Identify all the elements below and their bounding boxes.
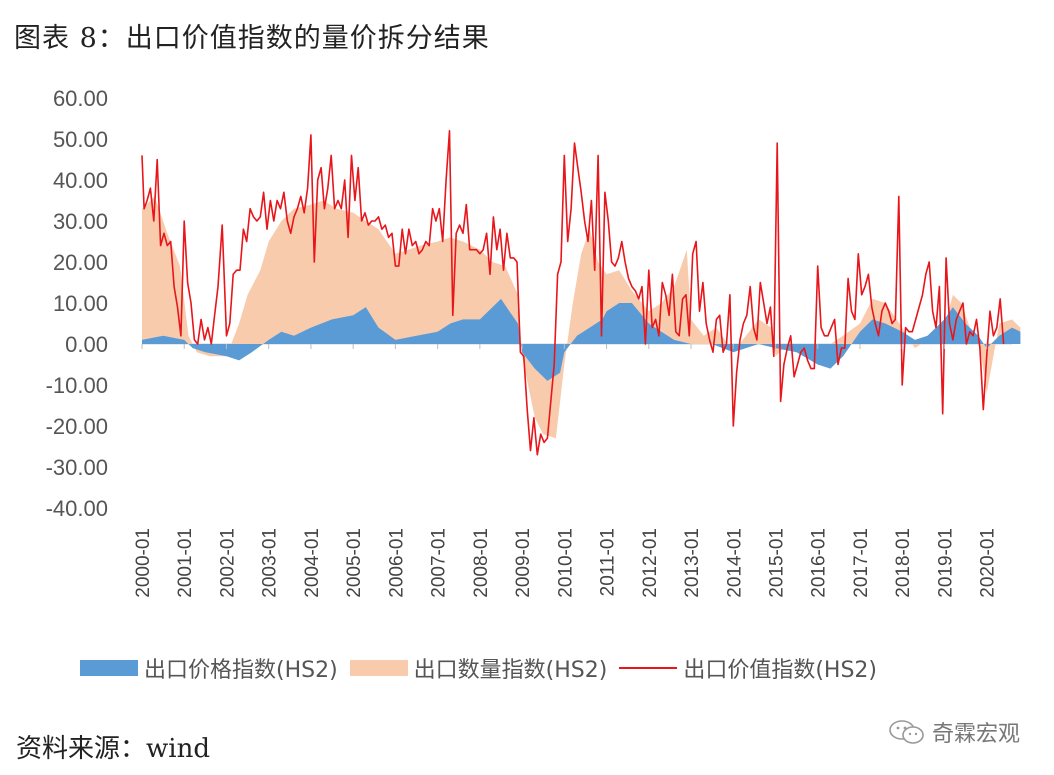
y-tick-label: -10.00 [46, 373, 108, 398]
x-tick-label: 2016-01 [809, 528, 830, 598]
x-tick-label: 2009-01 [513, 528, 534, 598]
series-quantity-area [142, 196, 1021, 439]
x-tick-label: 2017-01 [851, 528, 872, 598]
y-tick-label: 40.00 [53, 168, 108, 193]
x-tick-layer: 2000-01 2001-01 2002-01 2003-01 2004-01 2005-… [133, 344, 999, 598]
series-value-line [141, 130, 1005, 456]
watermark-text: 奇霖宏观 [931, 722, 1020, 747]
legend-swatch-price [80, 660, 138, 676]
quantity-area-layer [142, 196, 1021, 439]
value-line-layer [141, 130, 1005, 456]
legend-swatch-value [619, 667, 678, 669]
watermark: 奇霖宏观 [888, 716, 1020, 748]
y-tick-label: 30.00 [53, 209, 108, 234]
legend-label-value: 出口价值指数(HS2) [683, 658, 878, 683]
legend-item-quantity: 出口数量指数(HS2) [349, 652, 608, 684]
legend-swatch-quantity [349, 660, 408, 676]
y-tick-label: 0.00 [65, 332, 108, 357]
series-price-area [142, 298, 1021, 381]
x-tick-label: 2019-01 [935, 528, 956, 598]
x-tick-label: 2013-01 [682, 528, 703, 598]
y-tick-label: 10.00 [53, 291, 108, 316]
x-tick-label: 2002-01 [217, 528, 238, 598]
y-tick-layer: 60.00 50.00 40.00 30.00 20.00 10.00 0.00 -10.00… [46, 86, 108, 521]
page-title: 图表 8：出口价值指数的量价拆分结果 [14, 23, 490, 54]
x-tick-label: 2001-01 [175, 528, 196, 598]
x-tick-label: 2010-01 [555, 528, 576, 598]
y-tick-label: -20.00 [46, 414, 108, 439]
x-tick-label: 2018-01 [893, 528, 914, 598]
y-tick-label: 60.00 [53, 86, 108, 111]
x-tick-label: 2004-01 [302, 528, 323, 598]
x-tick-label: 2007-01 [429, 528, 450, 598]
x-tick-label: 2008-01 [471, 528, 492, 598]
y-tick-label: 20.00 [53, 250, 108, 275]
wechat-icon [889, 720, 924, 744]
legend-item-price: 出口价格指数(HS2) [80, 652, 338, 684]
legend-item-value: 出口价值指数(HS2) [619, 652, 877, 684]
x-tick-label: 2000-01 [133, 528, 154, 598]
x-tick-label: 2005-01 [344, 528, 365, 598]
y-tick-label: 50.00 [53, 127, 108, 152]
legend: 出口价格指数(HS2) 出口数量指数(HS2) 出口价值指数(HS2) [80, 652, 889, 684]
legend-label-price: 出口价格指数(HS2) [144, 658, 338, 683]
source-note: 资料来源：wind [16, 734, 210, 764]
x-tick-label: 2015-01 [766, 528, 787, 598]
x-tick-label: 2006-01 [386, 528, 407, 598]
y-tick-label: -30.00 [46, 455, 108, 480]
x-tick-label: 2011-01 [598, 528, 619, 596]
price-area-layer [142, 298, 1021, 381]
x-tick-label: 2020-01 [978, 528, 999, 598]
x-tick-label: 2014-01 [724, 528, 745, 598]
x-tick-label: 2012-01 [640, 528, 661, 598]
y-tick-label: -40.00 [46, 496, 108, 521]
x-tick-label: 2003-01 [260, 528, 281, 598]
legend-label-quantity: 出口数量指数(HS2) [413, 658, 608, 683]
chart: 60.00 50.00 40.00 30.00 20.00 10.00 0.00 -10.00… [46, 86, 1021, 598]
